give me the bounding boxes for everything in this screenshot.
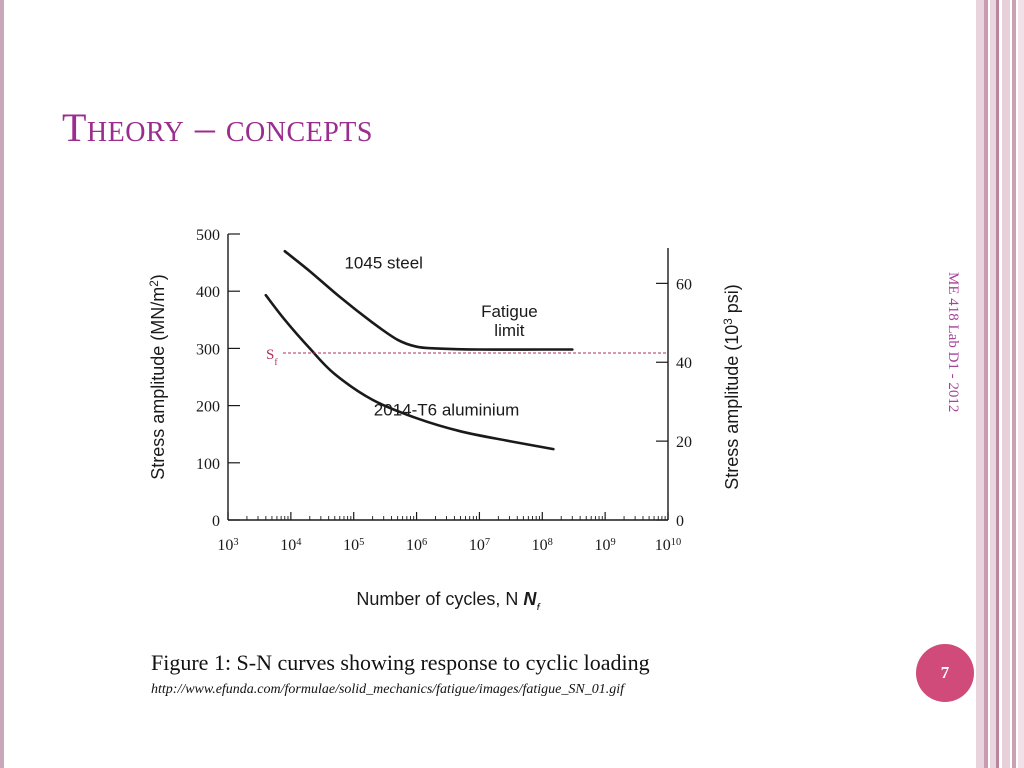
chart-reference-line: Sf <box>266 347 668 368</box>
y-tick-label-left: 200 <box>196 399 220 416</box>
x-tick-label: 104 <box>280 537 302 555</box>
series-line-1045-steel <box>283 249 574 351</box>
x-tick-label: 1010 <box>655 537 681 555</box>
y-tick-label-left: 300 <box>196 341 220 358</box>
y-tick-label-right: 20 <box>676 434 692 451</box>
chart-axes: 0 100 200 300 400 500 0 20 40 60 103 104 105 106 107 10… <box>196 227 692 554</box>
x-tick-label: 107 <box>469 537 490 555</box>
y-tick-label-right: 0 <box>676 513 684 530</box>
left-page-border <box>0 0 4 768</box>
chart-axis-labels: Number of cycles, N Nf Stress amplitude (… <box>148 274 743 610</box>
y-axis-label-right: Stress amplitude (103 psi) <box>722 284 743 490</box>
sn-curve-chart: 0 100 200 300 400 500 0 20 40 60 103 104 105 106 107 10… <box>148 227 743 610</box>
x-tick-label: 105 <box>343 537 364 555</box>
series-line-2014-t6-aluminium <box>264 293 555 451</box>
chart-annotation: 2014-T6 aluminium <box>374 400 520 419</box>
decorative-side-stripes <box>976 0 1024 768</box>
chart-annotation: Fatigue <box>481 302 538 321</box>
x-tick-label: 109 <box>595 537 616 555</box>
figure-caption: Figure 1: S-N curves showing response to… <box>151 650 650 675</box>
y-tick-label-left: 400 <box>196 284 220 301</box>
x-axis-label: Number of cycles, N Nf <box>356 589 541 610</box>
y-tick-label-right: 60 <box>676 276 692 293</box>
x-tick-label: 108 <box>532 537 553 555</box>
slide-title: Theory – concepts <box>62 105 373 150</box>
y-tick-label-left: 500 <box>196 227 220 244</box>
footer-side-text: ME 418 Lab D1 - 2012 <box>945 272 961 413</box>
y-tick-label-right: 40 <box>676 355 692 372</box>
y-axis-label-left: Stress amplitude (MN/m2) <box>148 274 169 480</box>
source-url: http://www.efunda.com/formulae/solid_mec… <box>151 682 624 697</box>
y-tick-label-left: 0 <box>212 513 220 530</box>
chart-annotation: 1045 steel <box>344 253 422 272</box>
x-tick-label: 103 <box>217 537 238 555</box>
page-number-badge: 7 <box>916 644 974 702</box>
chart-series <box>264 249 574 451</box>
sf-reference-label: Sf <box>266 347 278 368</box>
y-tick-label-left: 100 <box>196 456 220 473</box>
x-tick-label: 106 <box>406 537 427 555</box>
chart-annotation: limit <box>494 321 524 340</box>
